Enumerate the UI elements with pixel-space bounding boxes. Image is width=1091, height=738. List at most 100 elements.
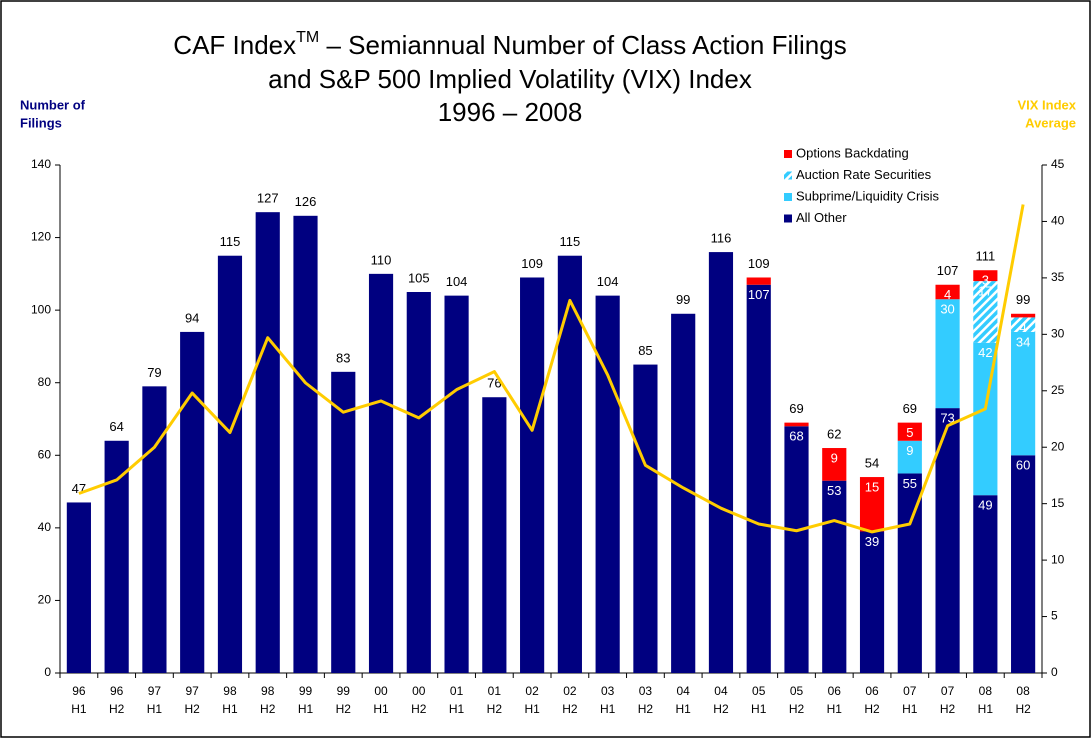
x-tick-label: H1 bbox=[978, 702, 994, 716]
x-tick-label: H2 bbox=[185, 702, 201, 716]
total-label: 99 bbox=[676, 292, 690, 307]
y2-axis-label: Average bbox=[1025, 115, 1076, 130]
x-tick-label: 03 bbox=[639, 684, 653, 698]
bar-segment bbox=[331, 371, 356, 673]
y-tick-label: 80 bbox=[38, 375, 52, 389]
x-tick-label: H1 bbox=[222, 702, 238, 716]
x-tick-label: H2 bbox=[940, 702, 956, 716]
y2-tick-label: 20 bbox=[1051, 439, 1065, 453]
bar-segment bbox=[746, 284, 771, 673]
total-label: 127 bbox=[257, 191, 279, 206]
x-tick-label: 08 bbox=[979, 684, 993, 698]
total-label: 109 bbox=[748, 256, 770, 271]
total-label: 47 bbox=[72, 481, 86, 496]
x-tick-label: H2 bbox=[260, 702, 276, 716]
bar-segment bbox=[142, 386, 167, 673]
bar-segment bbox=[1011, 331, 1036, 456]
x-tick-label: 04 bbox=[677, 684, 691, 698]
y-tick-label: 140 bbox=[31, 157, 51, 171]
x-tick-label: 00 bbox=[374, 684, 388, 698]
x-tick-label: 98 bbox=[261, 684, 275, 698]
segment-label: 42 bbox=[978, 345, 992, 360]
x-tick-label: 96 bbox=[72, 684, 86, 698]
bar-segment bbox=[859, 531, 885, 673]
segment-label: 73 bbox=[940, 411, 954, 426]
x-tick-label: H1 bbox=[71, 702, 87, 716]
x-tick-label: 01 bbox=[488, 684, 502, 698]
segment-label: 3 bbox=[982, 273, 989, 288]
y-tick-label: 100 bbox=[31, 302, 51, 316]
y-tick-label: 120 bbox=[31, 230, 51, 244]
x-tick-label: H2 bbox=[638, 702, 654, 716]
y2-tick-label: 15 bbox=[1051, 496, 1065, 510]
segment-label: 107 bbox=[748, 287, 770, 302]
legend-swatch bbox=[784, 214, 792, 223]
x-tick-label: H1 bbox=[902, 702, 918, 716]
total-label: 79 bbox=[147, 365, 161, 380]
legend-label: Subprime/Liquidity Crisis bbox=[796, 188, 940, 203]
bar-segment bbox=[1011, 313, 1036, 318]
bar-segment bbox=[822, 448, 847, 481]
y2-tick-label: 30 bbox=[1051, 327, 1065, 341]
y-tick-label: 0 bbox=[44, 665, 51, 679]
total-label: 115 bbox=[220, 234, 241, 249]
bar-segment bbox=[368, 273, 394, 673]
total-label: 110 bbox=[371, 252, 392, 267]
y-axis-label: Filings bbox=[20, 115, 62, 130]
total-label: 116 bbox=[711, 231, 732, 246]
y2-tick-label: 40 bbox=[1051, 214, 1065, 228]
bar-segment bbox=[595, 295, 620, 673]
x-tick-label: 02 bbox=[563, 684, 577, 698]
legend-label: All Other bbox=[796, 210, 847, 225]
x-tick-label: H2 bbox=[109, 702, 125, 716]
x-tick-label: H2 bbox=[336, 702, 352, 716]
segment-label: 9 bbox=[906, 443, 913, 458]
x-tick-label: 08 bbox=[1016, 684, 1030, 698]
bar-segment bbox=[973, 270, 998, 282]
x-tick-label: H2 bbox=[1015, 702, 1031, 716]
x-tick-label: 96 bbox=[110, 684, 124, 698]
bar-segment bbox=[1011, 317, 1036, 332]
bar-segment bbox=[784, 426, 809, 673]
bar-segment bbox=[1011, 455, 1036, 673]
x-tick-label: H1 bbox=[751, 702, 767, 716]
x-tick-label: H1 bbox=[600, 702, 616, 716]
segment-label: 34 bbox=[1016, 334, 1030, 349]
total-label: 107 bbox=[937, 263, 959, 278]
bar-segment bbox=[935, 284, 960, 300]
x-tick-label: H1 bbox=[676, 702, 692, 716]
chart-title: 1996 – 2008 bbox=[438, 97, 583, 127]
total-label: 99 bbox=[1016, 292, 1030, 307]
y2-tick-label: 35 bbox=[1051, 270, 1065, 284]
bar-segment bbox=[217, 255, 243, 673]
segment-label: 53 bbox=[827, 483, 841, 498]
bar-segment bbox=[859, 477, 885, 532]
total-label: 109 bbox=[521, 256, 543, 271]
x-tick-label: 01 bbox=[450, 684, 464, 698]
total-label: 69 bbox=[789, 401, 803, 416]
bar-segment bbox=[104, 440, 129, 673]
bar-segment bbox=[897, 440, 922, 474]
x-tick-label: 06 bbox=[865, 684, 879, 698]
total-label: 85 bbox=[638, 343, 652, 358]
segment-label: 9 bbox=[831, 450, 838, 465]
legend-swatch bbox=[784, 193, 792, 201]
x-tick-label: H1 bbox=[147, 702, 163, 716]
bar-segment bbox=[746, 277, 771, 285]
x-tick-label: 07 bbox=[941, 684, 955, 698]
x-tick-label: 03 bbox=[601, 684, 615, 698]
x-tick-label: H1 bbox=[373, 702, 389, 716]
total-label: 94 bbox=[185, 310, 199, 325]
bar-segment bbox=[255, 212, 280, 673]
vix-line bbox=[78, 204, 1025, 534]
x-tick-label: 00 bbox=[412, 684, 426, 698]
total-label: 69 bbox=[903, 401, 917, 416]
y2-tick-label: 5 bbox=[1051, 609, 1058, 623]
x-tick-label: 97 bbox=[148, 684, 162, 698]
x-tick-label: H1 bbox=[449, 702, 465, 716]
x-tick-label: H1 bbox=[524, 702, 540, 716]
x-tick-label: 04 bbox=[714, 684, 728, 698]
x-tick-label: 99 bbox=[337, 684, 351, 698]
y2-axis-label: VIX Index bbox=[1017, 97, 1076, 112]
